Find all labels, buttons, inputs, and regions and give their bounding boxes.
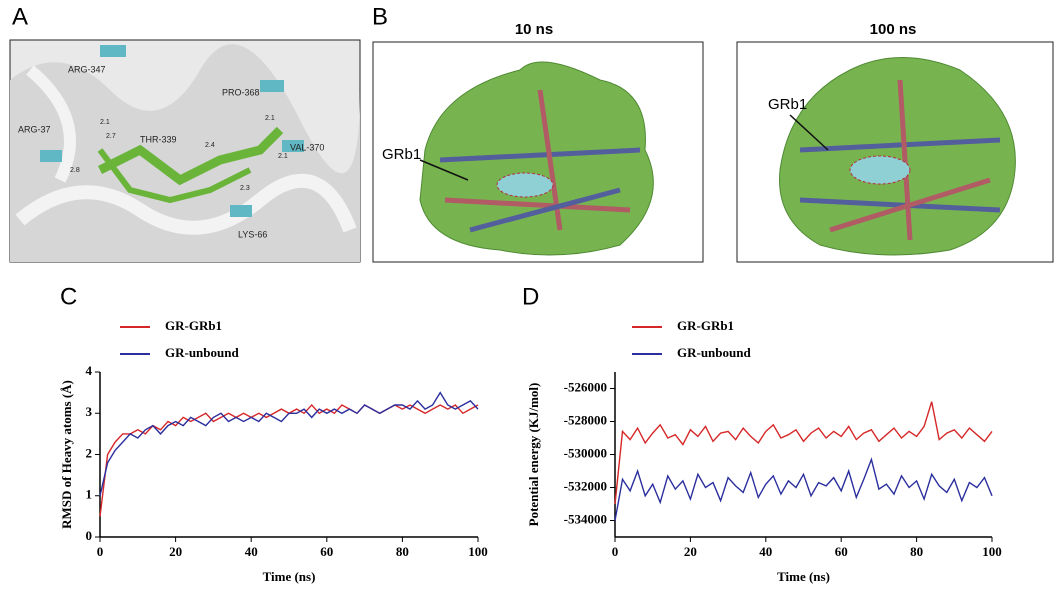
legend-label: GR-GRb1 — [165, 318, 222, 333]
panel-label: A — [12, 3, 28, 30]
y-tick-label: 0 — [86, 528, 93, 543]
panel-label: D — [522, 283, 539, 310]
x-tick-label: 0 — [97, 544, 104, 559]
residue-label: ARG-347 — [68, 64, 106, 74]
x-axis-label: Time (ns) — [263, 569, 316, 584]
distance-label: 2.1 — [265, 115, 275, 122]
x-tick-label: 40 — [245, 544, 258, 559]
x-tick-label: 100 — [468, 544, 488, 559]
legend-label: GR-GRb1 — [677, 318, 734, 333]
ligand-label: GRb1 — [768, 96, 807, 113]
residue-label: THR-339 — [140, 134, 177, 144]
y-tick-label: 1 — [86, 487, 93, 502]
surface-image: 10 ns GRb1 — [372, 21, 704, 263]
data-line — [99, 403, 479, 517]
y-axis-label: RMSD of Heavy atoms (Å) — [59, 380, 74, 529]
x-tick-label: 0 — [612, 544, 619, 559]
y-tick-label: -526000 — [564, 379, 607, 394]
data-line — [614, 457, 993, 521]
residue-label: VAL-370 — [290, 142, 324, 152]
distance-label: 2.1 — [278, 153, 288, 160]
x-axis-label: Time (ns) — [777, 569, 830, 584]
distance-label: 2.4 — [205, 142, 215, 149]
distance-label: 2.3 — [240, 185, 250, 192]
x-tick-label: 100 — [982, 544, 1002, 559]
panel-label: B — [372, 3, 388, 30]
x-tick-label: 60 — [320, 544, 333, 559]
x-tick-label: 40 — [759, 544, 772, 559]
y-tick-label: 4 — [86, 363, 93, 378]
x-tick-label: 60 — [835, 544, 848, 559]
data-line — [614, 401, 993, 505]
snapshot-title: 100 ns — [870, 21, 917, 38]
data-line — [99, 391, 479, 496]
x-tick-label: 80 — [910, 544, 923, 559]
y-tick-label: -528000 — [564, 412, 607, 427]
y-tick-label: -534000 — [564, 511, 607, 526]
legend-label: GR-unbound — [165, 345, 239, 360]
x-tick-label: 80 — [396, 544, 409, 559]
y-axis-label: Potential energy (KJ/mol) — [526, 383, 541, 527]
y-tick-label: -532000 — [564, 478, 607, 493]
distance-label: 2.7 — [106, 133, 116, 140]
residue-label: PRO-368 — [222, 87, 260, 97]
snapshot-title: 10 ns — [515, 21, 553, 38]
distance-label: 2.1 — [100, 119, 110, 126]
surface-image: 100 ns GRb1 — [736, 21, 1054, 263]
y-tick-label: -530000 — [564, 445, 607, 460]
distance-label: 2.8 — [70, 167, 80, 174]
legend-label: GR-unbound — [677, 345, 751, 360]
structure-image: ARG-347 PRO-368 ARG-37 THR-339 VAL-370 L… — [9, 39, 361, 263]
ligand-label: GRb1 — [382, 146, 421, 163]
panel-label: C — [60, 283, 77, 310]
x-tick-label: 20 — [169, 544, 182, 559]
residue-label: ARG-37 — [18, 124, 51, 134]
x-tick-label: 20 — [684, 544, 697, 559]
y-tick-label: 3 — [86, 404, 93, 419]
y-tick-label: 2 — [86, 445, 93, 460]
residue-label: LYS-66 — [238, 229, 267, 239]
